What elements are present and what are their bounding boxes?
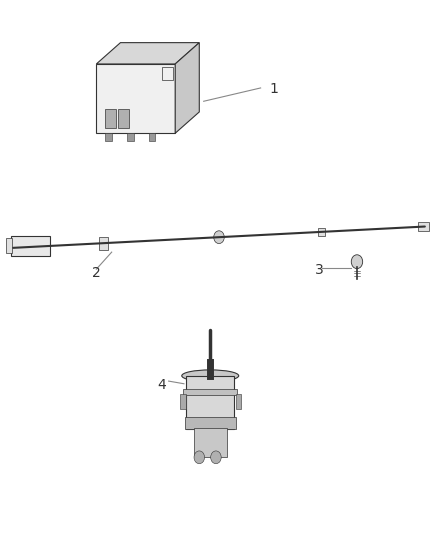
Bar	[186, 376, 234, 429]
Polygon shape	[96, 43, 199, 64]
Bar	[105, 109, 116, 128]
Circle shape	[351, 255, 363, 269]
Bar	[418, 222, 429, 231]
Circle shape	[211, 451, 221, 464]
Bar	[99, 237, 108, 249]
Bar	[118, 109, 129, 128]
Bar	[185, 417, 236, 429]
Bar	[149, 133, 155, 141]
Text: 4: 4	[158, 378, 166, 392]
Bar	[127, 133, 134, 141]
Polygon shape	[175, 43, 199, 133]
Bar	[11, 236, 50, 256]
Bar	[105, 133, 112, 141]
Polygon shape	[96, 64, 175, 133]
Bar	[6, 238, 12, 253]
Bar	[194, 428, 227, 457]
Circle shape	[214, 231, 224, 244]
Bar	[236, 394, 241, 409]
Bar	[162, 67, 173, 80]
Ellipse shape	[182, 370, 239, 382]
Circle shape	[194, 451, 205, 464]
Bar	[318, 228, 325, 236]
Bar	[183, 389, 237, 395]
Text: 3: 3	[314, 263, 323, 277]
Text: 2: 2	[92, 266, 101, 280]
Bar	[180, 394, 186, 409]
Text: 1: 1	[269, 82, 278, 96]
